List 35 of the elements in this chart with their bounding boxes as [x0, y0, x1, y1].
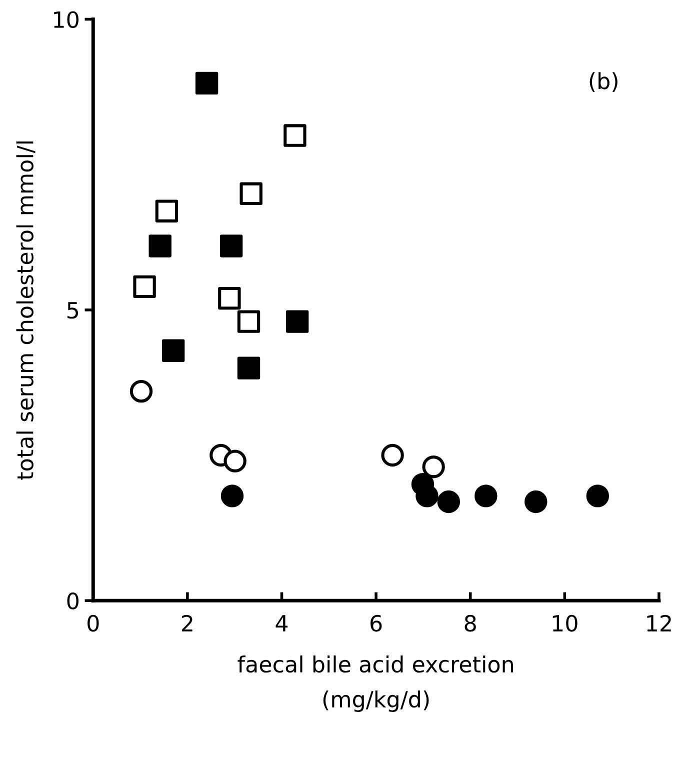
x-tick-label: 6 [370, 614, 382, 632]
x-tick-label: 2 [182, 614, 192, 632]
point [155, 200, 178, 222]
point [148, 234, 172, 258]
y-tick-label: 5 [68, 302, 78, 319]
point [218, 286, 241, 310]
point [237, 310, 260, 333]
point [437, 490, 460, 514]
point [284, 124, 306, 147]
x-tick-label: 4 [276, 615, 288, 632]
point [195, 72, 218, 95]
point [474, 484, 498, 508]
x-tick-label: 10 [552, 614, 578, 632]
point [240, 182, 262, 206]
point [586, 484, 610, 508]
point [133, 275, 156, 298]
point [162, 339, 185, 362]
x-tick-label: 12 [647, 614, 671, 632]
point [524, 490, 548, 514]
point [220, 484, 244, 508]
y-axis-title: total serum cholesterol mmol/l [16, 142, 36, 480]
point [381, 444, 404, 467]
point [422, 456, 445, 478]
y-tick-label: 0 [67, 592, 78, 610]
point [286, 310, 309, 333]
x-tick-label: 8 [464, 614, 476, 632]
x-axis-title: faecal bile acid excretion (mg/kg/d) [238, 655, 514, 712]
point [220, 234, 243, 258]
point [130, 380, 153, 403]
point [237, 356, 260, 380]
x-tick-label: 0 [88, 614, 99, 632]
annotation: (b) [590, 72, 618, 92]
point [416, 484, 438, 508]
y-tick-label: 10 [54, 11, 78, 28]
point [224, 450, 246, 472]
